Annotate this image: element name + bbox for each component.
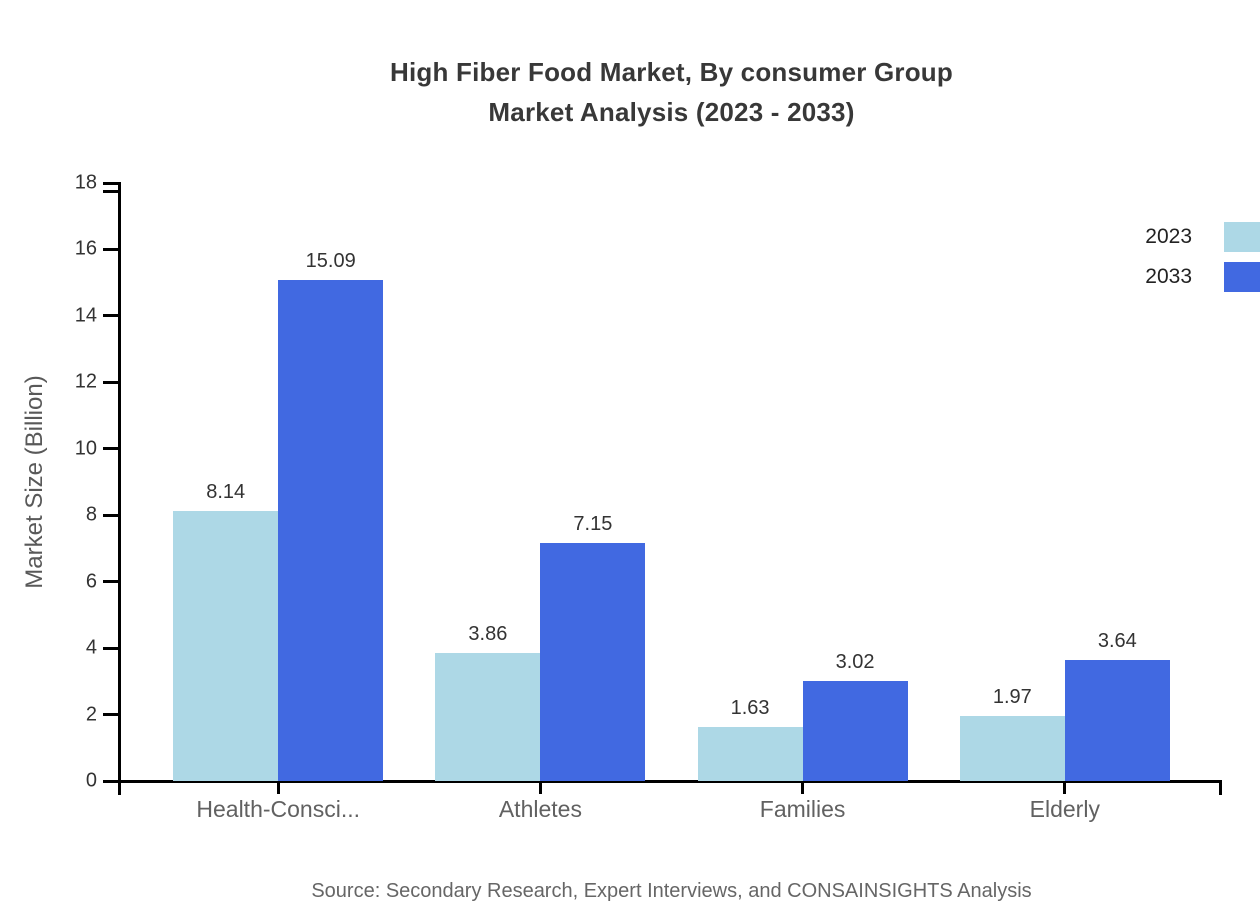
y-tick-label: 2 xyxy=(85,703,97,726)
y-axis-top-dash xyxy=(103,190,121,193)
bar-2033-elderly[interactable] xyxy=(1064,660,1170,781)
chart-title-line1: High Fiber Food Market, By consumer Grou… xyxy=(390,57,953,87)
y-tick-label: 12 xyxy=(74,370,97,393)
legend-item-2033[interactable]: 2033 xyxy=(1145,262,1260,292)
value-label-2033-health-consci: 15.09 xyxy=(305,249,356,272)
y-tick-label: 16 xyxy=(74,237,97,260)
category-label-athletes: Athletes xyxy=(498,796,582,822)
x-tick xyxy=(801,783,805,794)
y-tick xyxy=(103,181,121,185)
bar-2033-athletes[interactable] xyxy=(540,543,646,781)
y-tick xyxy=(103,447,121,451)
y-tick-label: 18 xyxy=(74,171,97,194)
y-tick xyxy=(103,247,121,251)
y-tick-label: 6 xyxy=(85,570,97,593)
y-axis-line xyxy=(118,183,121,795)
bar-2023-athletes[interactable] xyxy=(435,652,541,781)
value-label-2023-elderly: 1.97 xyxy=(992,685,1032,708)
source-text: Source: Secondary Research, Expert Inter… xyxy=(311,880,1032,902)
legend-label-2023: 2023 xyxy=(1145,225,1192,248)
bar-2023-families[interactable] xyxy=(697,726,803,781)
category-label-families: Families xyxy=(759,796,846,822)
value-label-2023-health-consci: 8.14 xyxy=(206,480,246,503)
bar-2023-health-consci[interactable] xyxy=(173,510,279,781)
x-tick xyxy=(276,783,280,794)
bar-2033-health-consci[interactable] xyxy=(278,279,384,781)
x-axis-line xyxy=(103,780,1222,783)
category-label-elderly: Elderly xyxy=(1029,796,1100,822)
y-tick-label: 8 xyxy=(85,503,97,526)
value-label-2023-families: 1.63 xyxy=(730,696,770,719)
x-tick xyxy=(538,783,542,794)
legend-label-2033: 2033 xyxy=(1145,265,1192,288)
value-label-2023-athletes: 3.86 xyxy=(468,622,508,645)
legend-item-2023[interactable]: 2023 xyxy=(1145,222,1260,252)
y-tick-label: 4 xyxy=(85,636,97,659)
y-tick xyxy=(103,380,121,384)
y-tick-label: 14 xyxy=(74,304,97,327)
value-label-2033-families: 3.02 xyxy=(835,650,875,673)
category-label-health-consci: Health-Consci... xyxy=(196,796,360,822)
y-tick xyxy=(103,646,121,650)
x-axis-end-tick xyxy=(1219,780,1222,795)
y-tick xyxy=(103,779,121,783)
y-tick-label: 10 xyxy=(74,437,97,460)
y-tick xyxy=(103,713,121,717)
chart-title: High Fiber Food Market, By consumer Grou… xyxy=(121,52,1222,132)
y-tick xyxy=(103,513,121,517)
chart-title-line2: Market Analysis (2023 - 2033) xyxy=(488,97,855,127)
bar-2023-elderly[interactable] xyxy=(959,715,1065,781)
legend-swatch-2033 xyxy=(1224,262,1260,292)
value-label-2033-athletes: 7.15 xyxy=(573,513,613,536)
y-tick xyxy=(103,314,121,318)
x-tick xyxy=(1063,783,1067,794)
value-label-2033-elderly: 3.64 xyxy=(1097,630,1137,653)
bar-2033-families[interactable] xyxy=(802,680,908,781)
y-axis-title: Market Size (Billion) xyxy=(21,375,48,589)
legend-swatch-2023 xyxy=(1224,222,1260,252)
y-tick-label: 0 xyxy=(85,769,97,792)
legend: 2023 2033 xyxy=(1145,222,1260,302)
y-tick xyxy=(103,580,121,584)
